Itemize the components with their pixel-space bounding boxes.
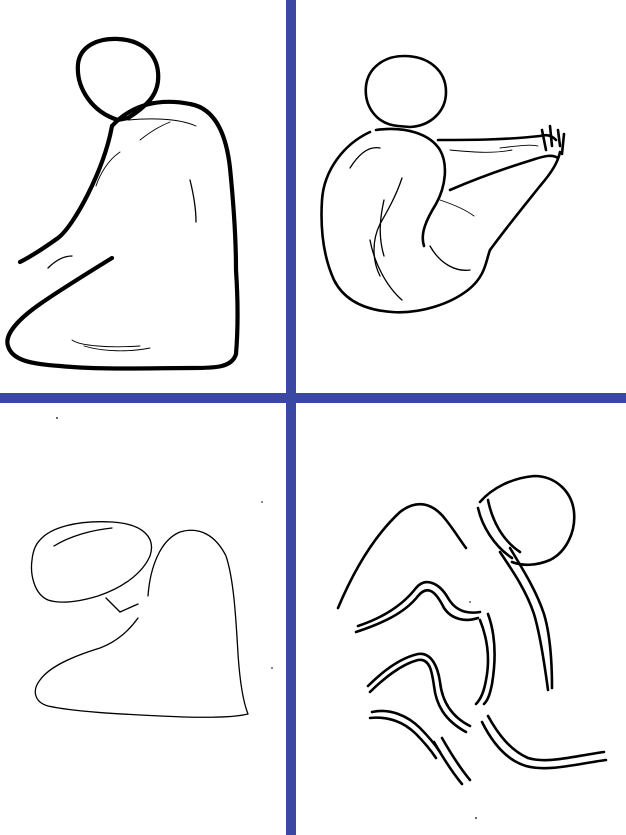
leg-arc <box>368 658 468 734</box>
fold-line <box>349 146 381 169</box>
fold-line <box>429 245 471 271</box>
panel-top-right-drawing <box>320 54 566 314</box>
speck <box>469 601 471 603</box>
arm-arc <box>356 580 482 628</box>
panel-bottom-left-drawing <box>30 417 273 718</box>
head-detail <box>53 527 113 547</box>
head-outline <box>364 54 448 129</box>
hand-line <box>540 128 548 152</box>
ground-sweep <box>480 720 608 770</box>
body-outline <box>320 130 492 314</box>
head-inner <box>476 506 514 560</box>
head-outline <box>478 474 576 567</box>
fold-line <box>189 179 197 223</box>
panel-top-left-drawing <box>5 36 240 371</box>
speck <box>475 817 477 819</box>
fold-line <box>379 199 385 257</box>
forearm <box>488 150 562 252</box>
arm-upper <box>436 133 558 142</box>
fold-line <box>47 255 73 269</box>
fold-line <box>449 149 513 153</box>
shoulder-arc-outer <box>508 546 554 690</box>
neck-line <box>119 603 139 613</box>
fold-line <box>499 144 539 149</box>
fold-line <box>71 339 141 348</box>
hand-line <box>548 124 554 148</box>
fold-line <box>439 199 475 217</box>
arm-lower <box>448 154 560 192</box>
panel-bottom-right-drawing <box>336 474 608 819</box>
speck <box>56 417 58 419</box>
body-outline <box>17 123 115 265</box>
shoulder-arc <box>336 502 468 610</box>
hand-line <box>556 128 562 148</box>
ground-sweep <box>486 714 606 762</box>
fold-line <box>369 239 403 301</box>
foot-arc <box>368 716 438 760</box>
fold-line <box>139 121 171 141</box>
head-inner <box>486 498 522 554</box>
foot-line <box>432 740 464 786</box>
speck <box>271 667 273 669</box>
fold-line <box>95 151 121 187</box>
foot-line <box>440 736 472 782</box>
fold-line <box>83 345 151 352</box>
neck-line <box>105 597 121 613</box>
fold-line <box>127 118 197 127</box>
speck <box>261 501 263 503</box>
body-outline-back <box>5 99 240 371</box>
shoulder-arc-outer <box>498 550 550 692</box>
torso-line <box>474 618 490 706</box>
leg-arc <box>366 652 472 728</box>
torso-line <box>482 612 496 706</box>
arm-arc <box>354 589 480 634</box>
body-outline <box>34 529 249 718</box>
hand-line <box>560 132 566 156</box>
head-outline <box>30 521 152 603</box>
body-shoulder <box>374 127 447 248</box>
head-outline <box>75 36 161 123</box>
fold-line <box>373 177 403 277</box>
